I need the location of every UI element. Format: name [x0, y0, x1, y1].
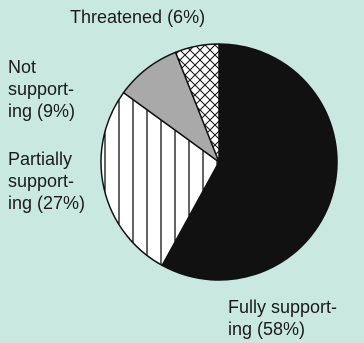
pie-slice-threatened — [174, 43, 220, 163]
pie-slice-fully-supporting — [161, 43, 338, 281]
slice-label-not-supporting: Not support- ing (9%) — [8, 57, 76, 121]
slice-label-threatened: Threatened (6%) — [70, 7, 206, 27]
pie-slice-partially-supporting — [100, 91, 220, 267]
slice-label-fully-supporting: Fully support- ing (58%) — [228, 297, 338, 339]
slice-label-partially-supporting: Partially support- ing (27%) — [8, 149, 86, 213]
